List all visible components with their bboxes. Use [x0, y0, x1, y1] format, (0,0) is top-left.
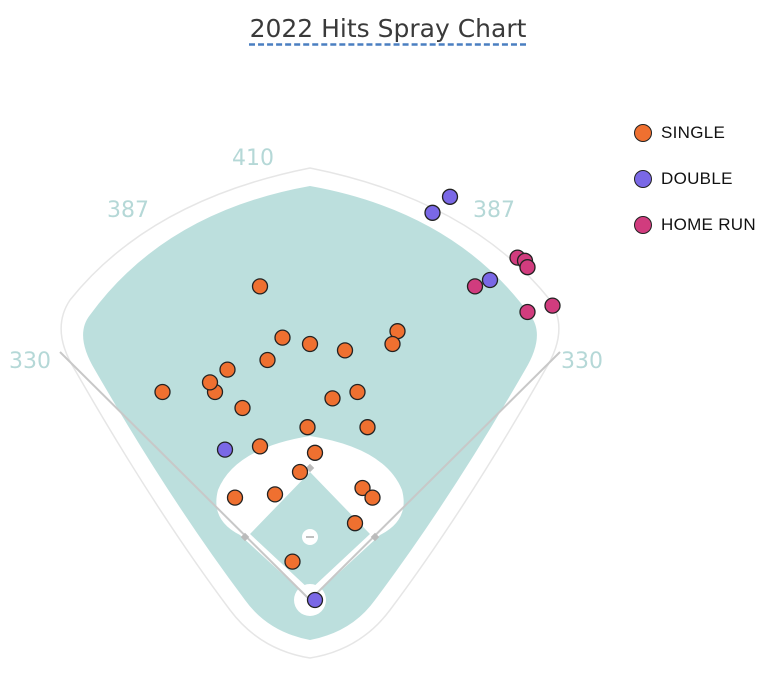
double-hit-point[interactable]	[441, 188, 459, 205]
legend-label: HOME RUN	[661, 215, 756, 234]
single-hit-point[interactable]	[234, 399, 251, 417]
single-hit-point[interactable]	[266, 486, 284, 503]
home-run-hit-point[interactable]	[519, 303, 536, 321]
single-hit-point[interactable]	[364, 489, 381, 506]
legend-item-single: SINGLE	[634, 110, 756, 156]
hit-markers	[154, 188, 561, 609]
right-foul-line	[309, 351, 561, 601]
single-hit-point[interactable]	[306, 444, 324, 461]
home-run-marker-icon	[634, 216, 652, 234]
single-hit-point[interactable]	[259, 351, 276, 369]
single-hit-point[interactable]	[301, 335, 319, 353]
single-hit-point[interactable]	[251, 278, 269, 295]
home-run-hit-point[interactable]	[544, 297, 561, 314]
legend: SINGLE DOUBLE HOME RUN	[634, 110, 756, 248]
double-hit-point[interactable]	[424, 204, 441, 221]
single-hit-point[interactable]	[291, 463, 309, 481]
single-hit-point[interactable]	[324, 390, 341, 407]
single-hit-point[interactable]	[299, 419, 316, 436]
legend-item-double: DOUBLE	[634, 156, 756, 202]
single-hit-point[interactable]	[274, 329, 291, 346]
single-hit-point[interactable]	[349, 383, 366, 401]
distance-center: 410	[232, 146, 274, 171]
single-hit-point[interactable]	[384, 335, 401, 353]
single-hit-point[interactable]	[359, 419, 376, 436]
first-base	[370, 532, 380, 542]
single-hit-point[interactable]	[154, 383, 171, 401]
legend-label: SINGLE	[661, 123, 726, 142]
double-hit-point[interactable]	[481, 271, 499, 289]
ballpark	[59, 167, 561, 659]
double-hit-point[interactable]	[306, 591, 324, 609]
distance-right: 330	[561, 349, 603, 374]
single-hit-point[interactable]	[284, 553, 301, 570]
outfield-grass	[83, 186, 537, 640]
distance-left: 330	[9, 349, 51, 374]
single-hit-point[interactable]	[251, 438, 269, 455]
double-hit-point[interactable]	[216, 441, 234, 458]
chart-title: 2022 Hits Spray Chart	[249, 14, 527, 43]
distance-right-center: 387	[473, 198, 515, 223]
single-marker-icon	[634, 124, 652, 142]
single-hit-point[interactable]	[219, 361, 236, 378]
single-hit-point[interactable]	[336, 342, 354, 359]
distance-left-center: 387	[107, 198, 149, 223]
distance-markers: 330 387 410 387 330	[9, 146, 603, 374]
single-hit-point[interactable]	[346, 515, 364, 532]
legend-label: DOUBLE	[661, 169, 733, 188]
home-run-hit-point[interactable]	[519, 259, 536, 276]
left-foul-line	[59, 351, 311, 601]
home-run-hit-point[interactable]	[466, 278, 484, 295]
single-hit-point[interactable]	[226, 489, 244, 506]
single-hit-point[interactable]	[201, 374, 219, 391]
single-hit-point[interactable]	[354, 479, 371, 497]
double-marker-icon	[634, 170, 652, 188]
legend-item-home-run: HOME RUN	[634, 202, 756, 248]
outer-wall	[60, 167, 560, 659]
